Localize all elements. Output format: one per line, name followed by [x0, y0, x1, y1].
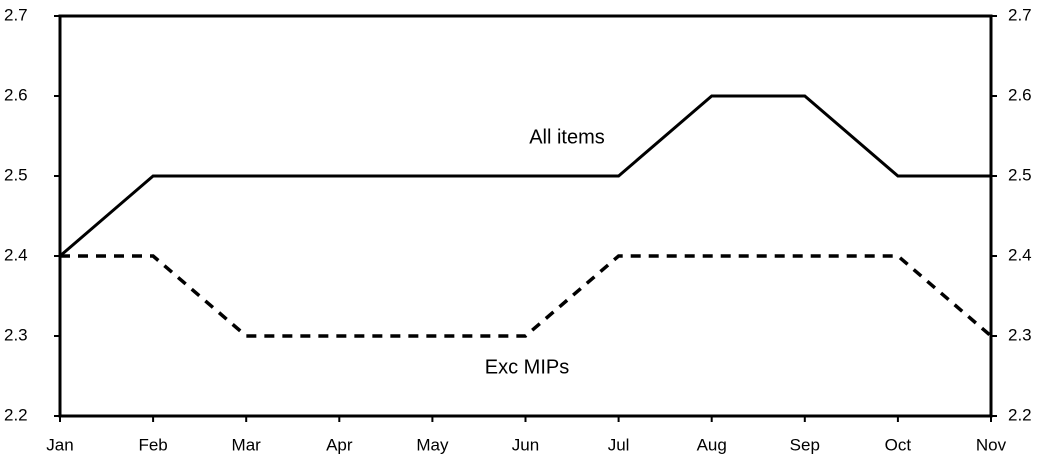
series-line [60, 254, 993, 338]
x-tick-label: Oct [885, 435, 912, 454]
y-tick-label: 2.7 [4, 5, 28, 24]
series-line [59, 94, 991, 258]
y-tick-label: 2.4 [4, 245, 28, 264]
x-tick-label: Jun [512, 435, 539, 454]
series-label: Exc MIPs [485, 356, 569, 378]
y-tick-label: 2.5 [4, 165, 28, 184]
y2-tick-label: 2.4 [1008, 245, 1032, 264]
x-tick-label: Sep [790, 435, 820, 454]
y2-tick-label: 2.3 [1008, 325, 1032, 344]
x-tick-label: Nov [976, 435, 1007, 454]
y-tick-label: 2.3 [4, 325, 28, 344]
x-tick-label: Mar [232, 435, 262, 454]
y2-tick-label: 2.2 [1008, 405, 1032, 424]
y-tick-label: 2.6 [4, 85, 28, 104]
x-tick-label: Jul [608, 435, 630, 454]
x-tick-label: Apr [326, 435, 353, 454]
x-tick-label: Aug [697, 435, 727, 454]
series-label: All items [529, 126, 605, 148]
y2-tick-label: 2.5 [1008, 165, 1032, 184]
x-tick-label: Feb [138, 435, 167, 454]
x-tick-label: Jan [46, 435, 73, 454]
y-tick-label: 2.2 [4, 405, 28, 424]
y2-tick-label: 2.6 [1008, 85, 1032, 104]
y2-tick-label: 2.7 [1008, 5, 1032, 24]
x-tick-label: May [416, 435, 449, 454]
